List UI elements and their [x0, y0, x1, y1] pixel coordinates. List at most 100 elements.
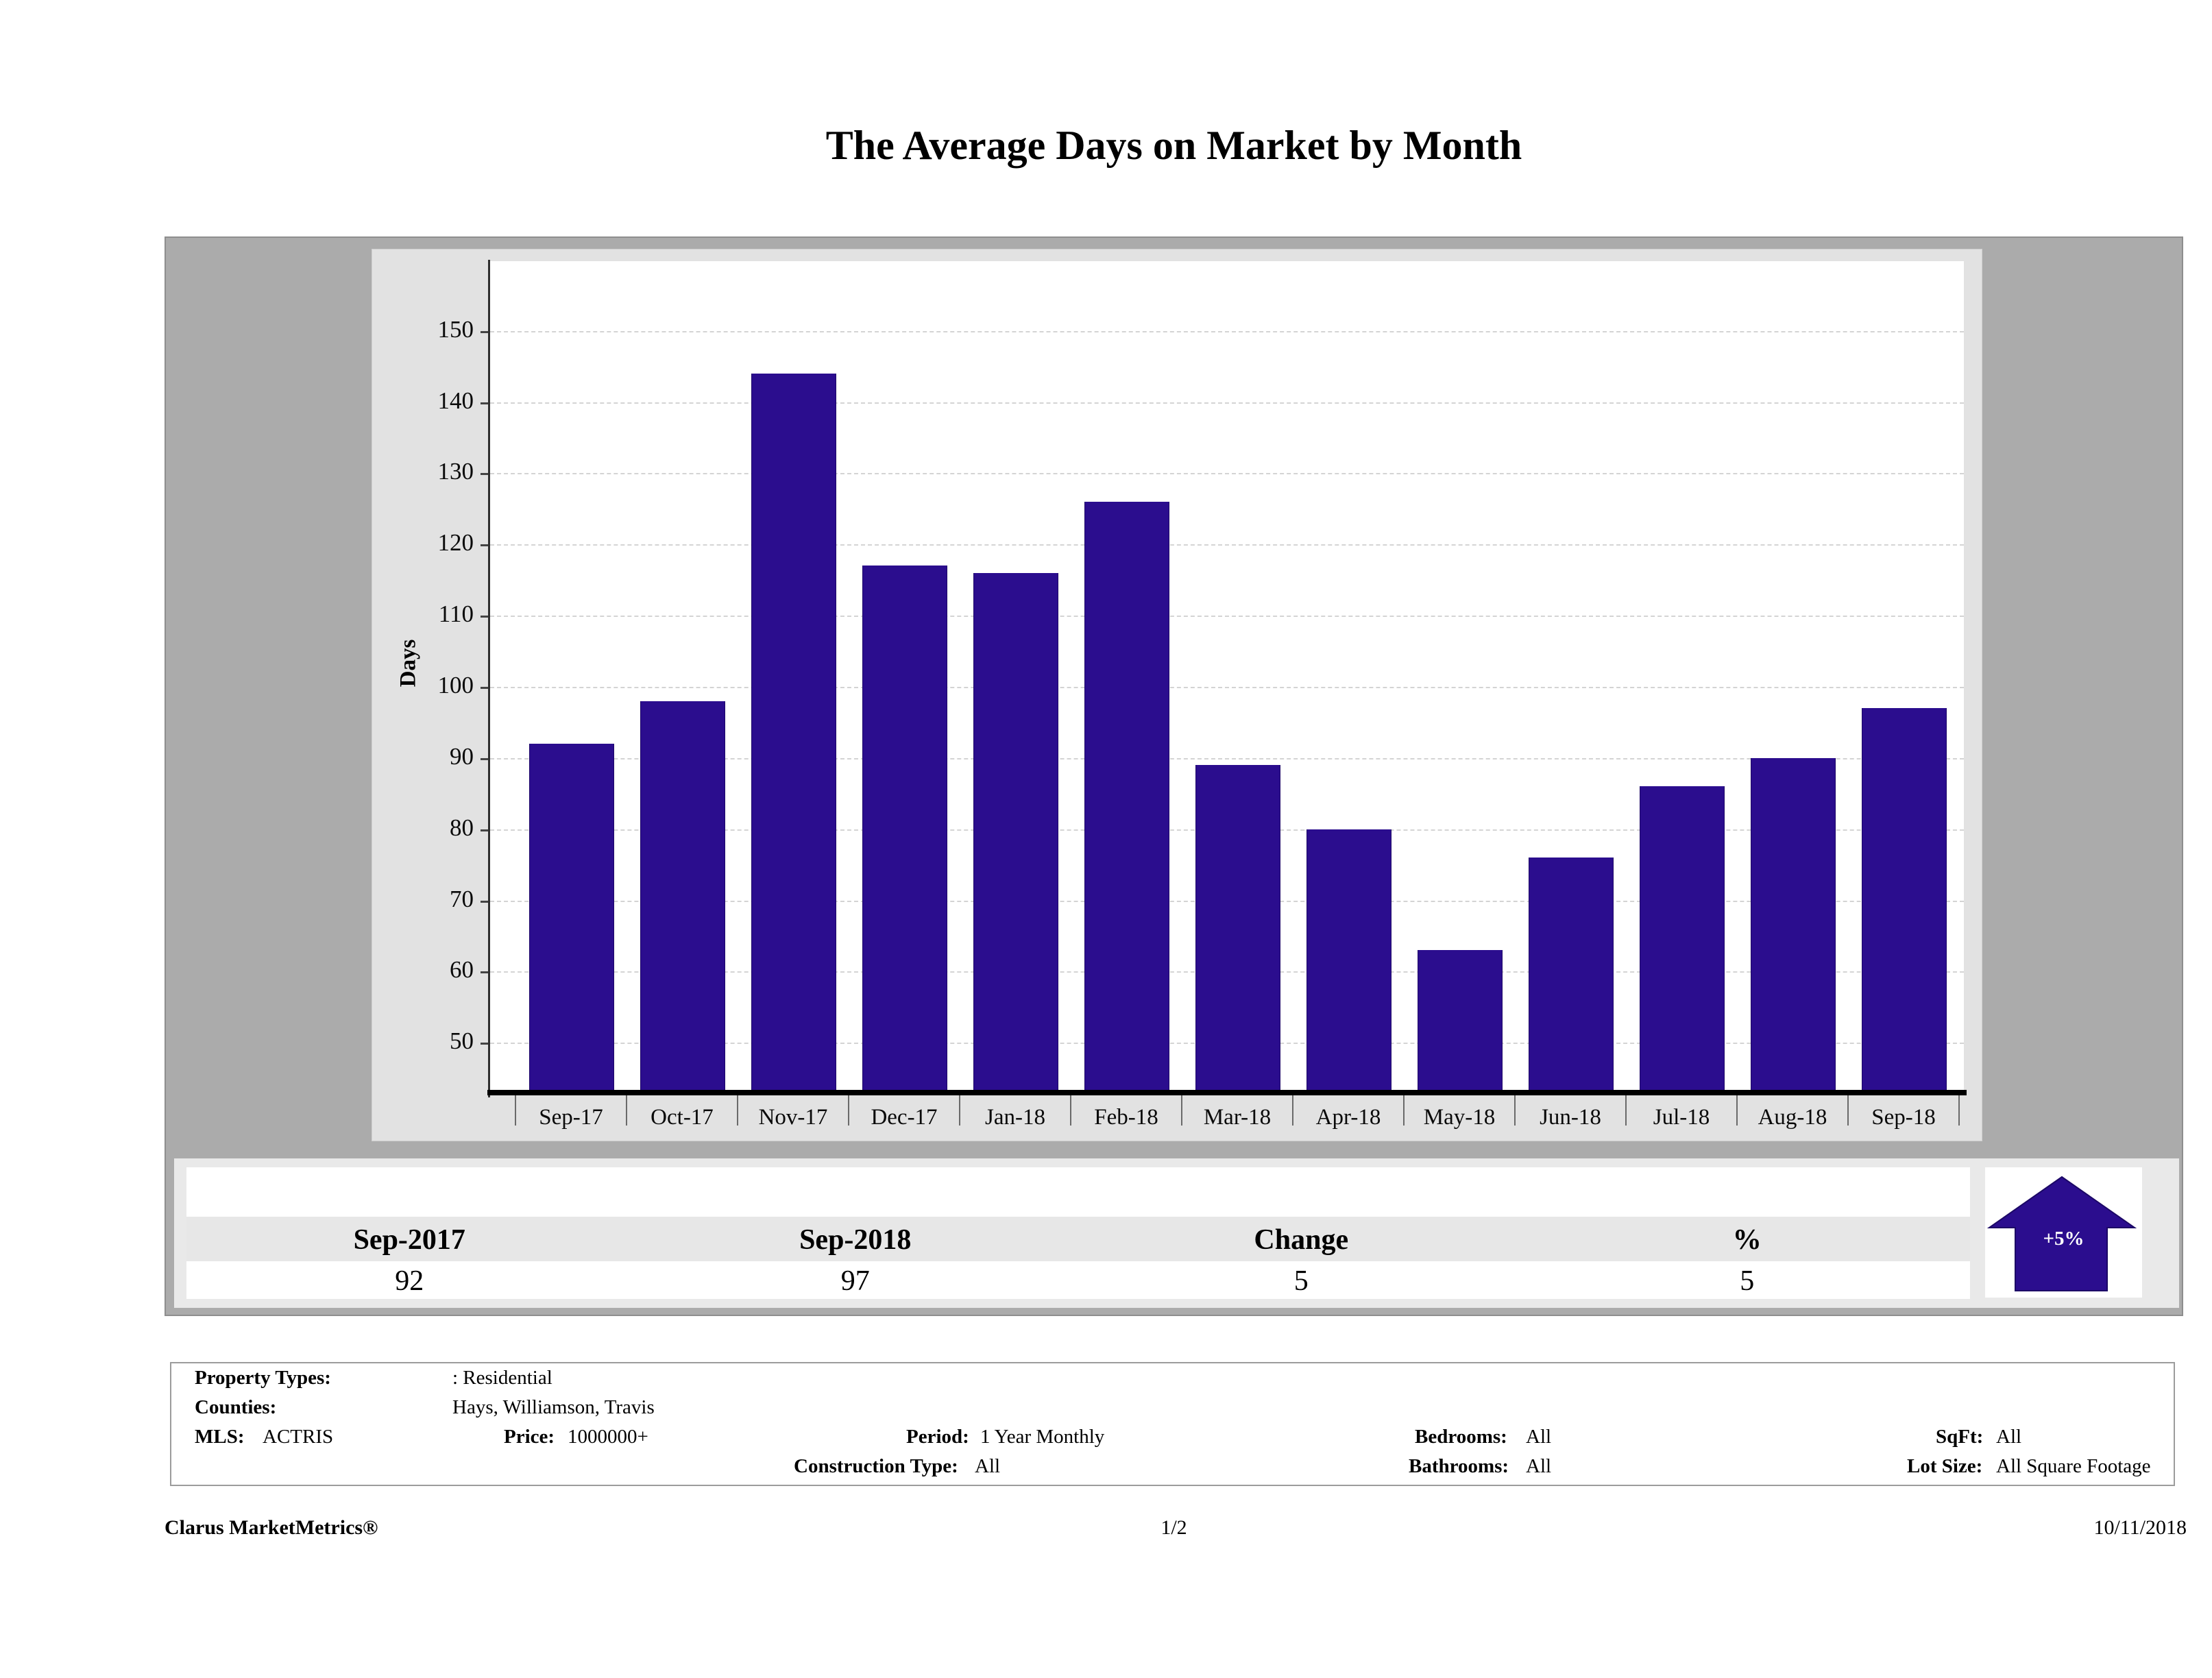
y-tick-mark [481, 402, 489, 404]
property-types-value: : Residential [452, 1367, 552, 1389]
x-tick-mark [1514, 1094, 1516, 1126]
x-tick-label: Sep-17 [539, 1105, 603, 1130]
summary-table-empty-row [186, 1167, 1970, 1217]
x-tick-label: Jun-18 [1540, 1105, 1601, 1130]
y-tick-label: 110 [438, 600, 474, 627]
x-tick-mark [1958, 1094, 1960, 1126]
y-tick-label: 60 [450, 956, 474, 983]
y-tick-label: 150 [437, 316, 474, 343]
x-tick-label: Oct-17 [651, 1105, 714, 1130]
mls-value: ACTRIS [263, 1426, 334, 1448]
y-tick-mark [481, 901, 489, 903]
change-badge: +5% [1985, 1167, 2142, 1298]
y-tick-mark [481, 473, 489, 475]
gridline [490, 687, 1964, 688]
y-tick-mark [481, 331, 489, 333]
price-label: Price: [504, 1426, 555, 1448]
x-axis-labels: Sep-17 Oct-17 Nov-17 Dec-17 Jan-18 Feb-18 Mar-… [490, 1093, 1964, 1142]
x-tick-mark [515, 1094, 516, 1126]
y-tick-mark [481, 829, 489, 831]
property-details-box: Property Types: : Residential Counties: … [170, 1362, 2175, 1486]
y-tick-mark [481, 1043, 489, 1045]
x-tick-label: Mar-18 [1203, 1105, 1272, 1130]
counties-value: Hays, Williamson, Travis [452, 1396, 655, 1418]
summary-table-value-row: 92 97 5 5 [186, 1261, 1970, 1299]
bathrooms-label: Bathrooms: [1409, 1455, 1509, 1477]
y-tick-mark [481, 544, 489, 546]
summary-strip: Sep-2017 Sep-2018 Change % 92 97 5 5 +5% [174, 1158, 2179, 1308]
x-axis-line [487, 1090, 1967, 1095]
x-tick-label: Jul-18 [1653, 1105, 1710, 1130]
construction-type-label: Construction Type: [794, 1455, 958, 1477]
x-tick-mark [1625, 1094, 1627, 1126]
summary-table-header-row: Sep-2017 Sep-2018 Change % [186, 1217, 1970, 1261]
bar-Dec-17 [862, 566, 947, 1093]
gridline [490, 758, 1964, 759]
sqft-label: SqFt: [1936, 1426, 1984, 1448]
y-tick-mark [481, 616, 489, 618]
lot-size-label: Lot Size: [1907, 1455, 1983, 1477]
summary-col-header: % [1732, 1224, 1762, 1256]
bar-May-18 [1418, 950, 1503, 1093]
x-tick-mark [1736, 1094, 1738, 1126]
summary-col-header: Change [1254, 1224, 1349, 1256]
y-tick-mark [481, 758, 489, 760]
y-tick-label: 120 [437, 529, 474, 556]
chart-area: Days 50 60 70 80 90 100 110 120 130 140 150 Sep-17… [372, 249, 1982, 1141]
y-tick-label: 80 [450, 814, 474, 841]
y-tick-label: 130 [437, 458, 474, 485]
bar-Sep-17 [529, 744, 614, 1093]
property-types-label: Property Types: [195, 1367, 331, 1389]
x-tick-label: Feb-18 [1094, 1105, 1158, 1130]
x-tick-mark [959, 1094, 960, 1126]
x-tick-label: May-18 [1423, 1105, 1496, 1130]
y-tick-mark [481, 971, 489, 973]
summary-value: 5 [1740, 1265, 1755, 1297]
summary-col-header: Sep-2018 [799, 1224, 912, 1256]
period-label: Period: [906, 1426, 969, 1448]
change-badge-label: +5% [2043, 1228, 2085, 1250]
footer-date: 10/11/2018 [2093, 1516, 2187, 1539]
x-tick-mark [1847, 1094, 1849, 1126]
summary-value: 92 [395, 1265, 424, 1297]
bar-Aug-18 [1751, 758, 1836, 1093]
x-tick-mark [626, 1094, 627, 1126]
lot-size-value: All Square Footage [1996, 1455, 2151, 1477]
counties-label: Counties: [195, 1396, 277, 1418]
price-value: 1000000+ [568, 1426, 648, 1448]
x-tick-mark [1070, 1094, 1071, 1126]
summary-col-header: Sep-2017 [353, 1224, 465, 1256]
bar-Oct-17 [640, 701, 725, 1093]
y-tick-mark [481, 687, 489, 689]
period-value: 1 Year Monthly [980, 1426, 1105, 1448]
footer-page-number: 1/2 [1160, 1516, 1187, 1539]
gridline [490, 402, 1964, 404]
x-tick-label: Sep-18 [1871, 1105, 1936, 1130]
y-tick-label: 140 [437, 387, 474, 414]
bathrooms-value: All [1526, 1455, 1552, 1477]
bedrooms-label: Bedrooms: [1415, 1426, 1507, 1448]
x-tick-mark [1181, 1094, 1182, 1126]
page-title: The Average Days on Market by Month [825, 123, 1522, 168]
summary-value: 97 [840, 1265, 870, 1297]
gridline [490, 331, 1964, 332]
bar-Sep-18 [1862, 708, 1947, 1093]
x-tick-label: Apr-18 [1315, 1105, 1381, 1130]
sqft-value: All [1996, 1426, 2022, 1448]
y-tick-label: 90 [450, 743, 474, 770]
plot-area [487, 260, 1967, 1097]
bar-Jun-18 [1529, 858, 1614, 1093]
gridline [490, 616, 1964, 617]
summary-value: 5 [1293, 1265, 1309, 1297]
x-tick-label: Aug-18 [1758, 1105, 1827, 1130]
bar-Mar-18 [1195, 765, 1280, 1093]
bar-Apr-18 [1306, 829, 1391, 1093]
x-tick-mark [737, 1094, 738, 1126]
summary-table: Sep-2017 Sep-2018 Change % 92 97 5 5 [186, 1167, 1970, 1299]
bar-Nov-17 [751, 374, 836, 1093]
x-tick-label: Nov-17 [758, 1105, 828, 1130]
footer-brand: Clarus MarketMetrics® [165, 1516, 378, 1539]
y-tick-label: 100 [437, 672, 474, 698]
y-axis-line [488, 260, 490, 1097]
